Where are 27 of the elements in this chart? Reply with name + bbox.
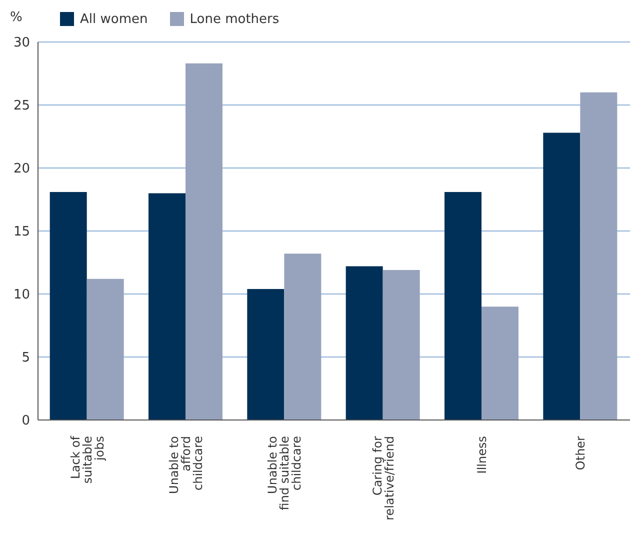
bar [86, 278, 124, 420]
bar [148, 193, 186, 420]
bar [444, 192, 482, 420]
legend-label: Lone mothers [190, 12, 280, 26]
bar [50, 192, 87, 420]
bar [543, 132, 580, 420]
x-tick-label: Lack of suitable jobs [68, 435, 106, 484]
x-tick-label: Other [574, 436, 588, 470]
y-tick-label: 30 [13, 36, 30, 51]
x-tick-label: Unable to find suitable childcare [266, 436, 304, 510]
bar [284, 254, 322, 420]
y-tick-label: 5 [22, 350, 30, 366]
bar [186, 63, 223, 420]
x-tick-label: Illness [475, 436, 489, 474]
bar [580, 92, 618, 420]
y-tick-label: 15 [13, 224, 30, 240]
bar [346, 266, 383, 420]
y-tick-label: 20 [13, 162, 30, 177]
x-tick-label: Unable to afford childcare [167, 436, 205, 494]
bar [247, 288, 284, 420]
bar [382, 270, 420, 420]
y-axis-title: % [10, 10, 22, 25]
y-tick-label: 25 [13, 98, 30, 114]
y-tick-label: 10 [13, 288, 30, 303]
legend-label: All women [80, 12, 148, 26]
bar [482, 306, 519, 420]
y-tick-label: 0 [22, 414, 30, 429]
